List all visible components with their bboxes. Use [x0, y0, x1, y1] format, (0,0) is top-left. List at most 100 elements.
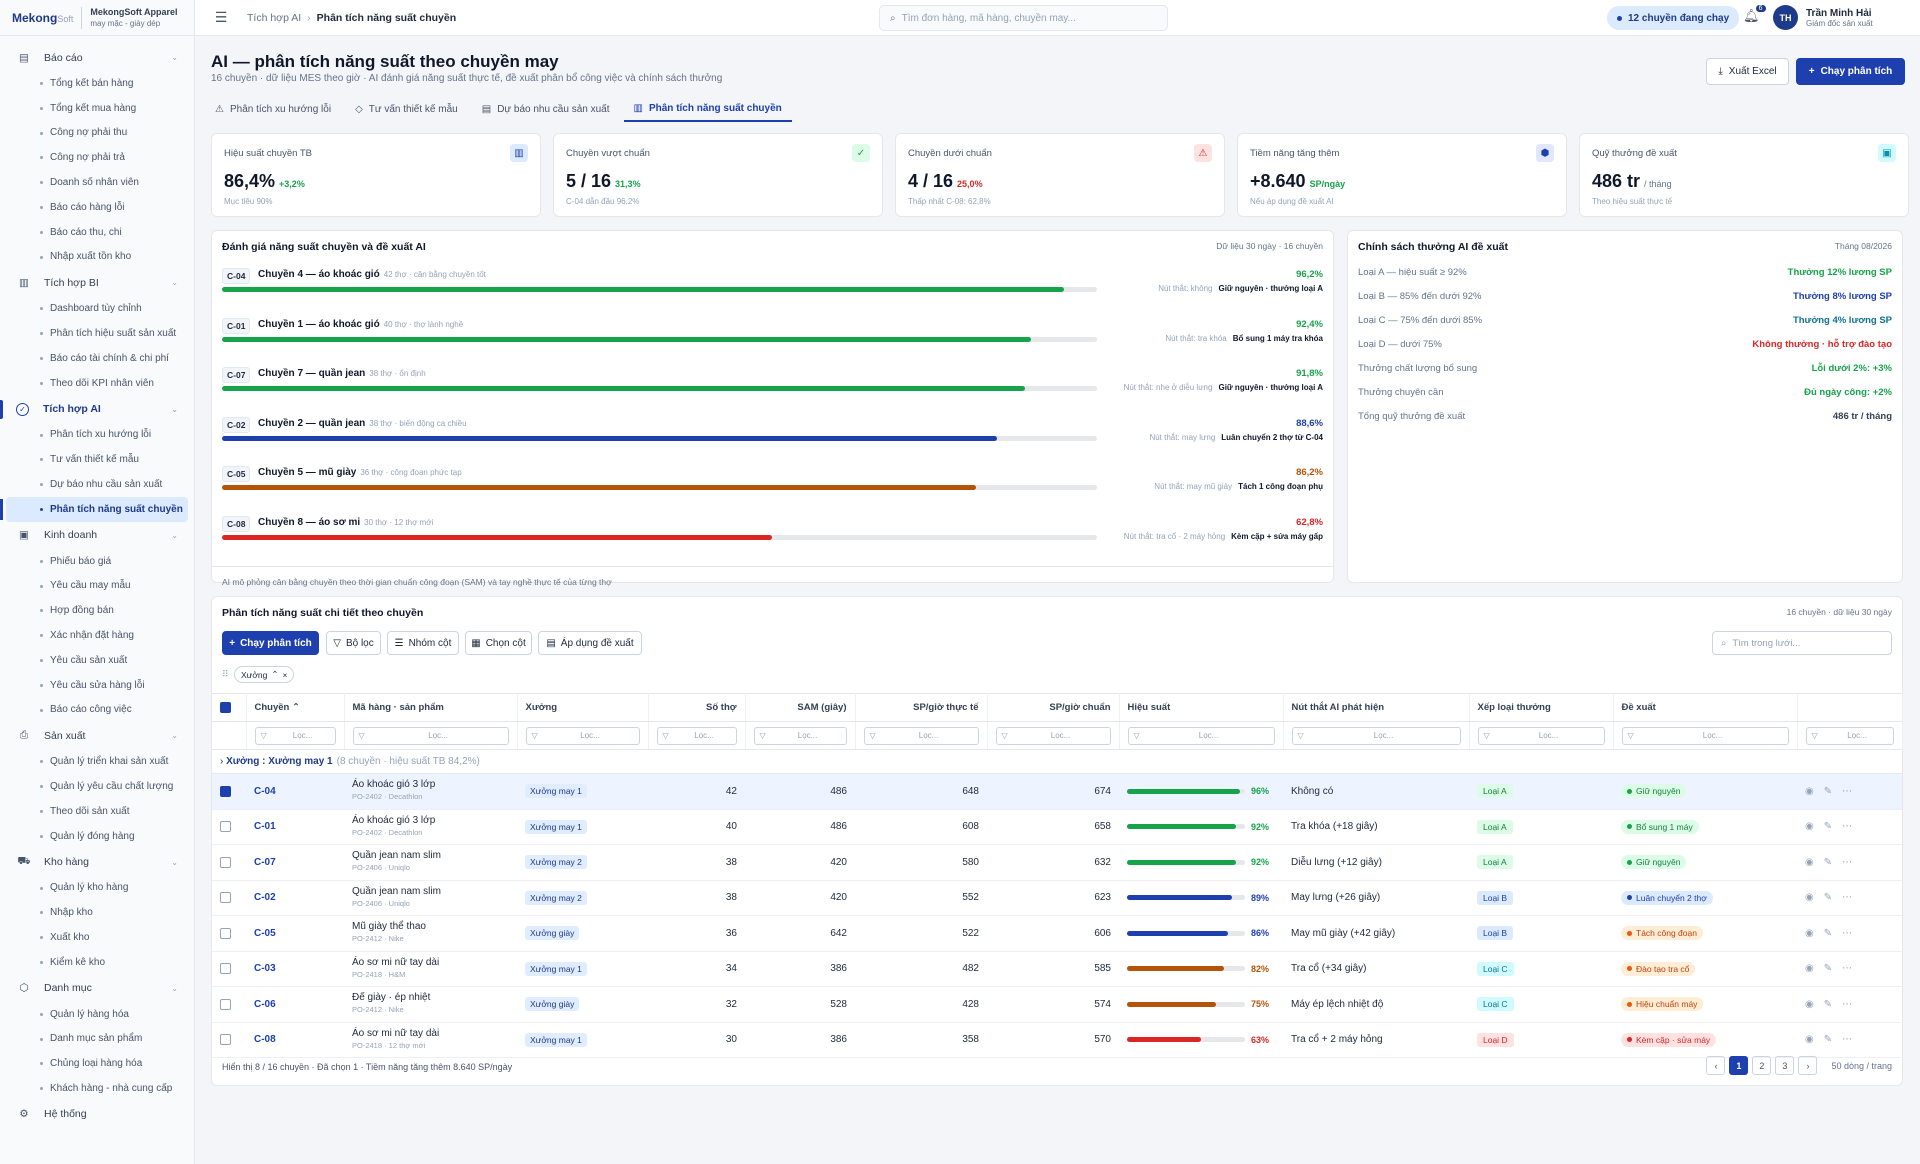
sidebar-item[interactable]: Công nợ phải thu	[0, 121, 194, 146]
sidebar-item[interactable]: Dự báo nhu cầu sản xuất	[0, 472, 194, 497]
edit-icon[interactable]: ✎	[1823, 785, 1833, 797]
edit-icon[interactable]: ✎	[1823, 927, 1833, 939]
filter-input[interactable]: ▽ Lọc...	[1621, 726, 1789, 745]
sidebar-item[interactable]: Báo cáo hàng lỗi	[0, 195, 194, 220]
table-row[interactable]: C-07 Quần jean nam slim PO-2406 · Uniqlo Xư…	[212, 844, 1902, 881]
choose-columns-button[interactable]: ▦ Chọn cột	[465, 631, 532, 655]
chevron-right-icon[interactable]: ›	[220, 756, 227, 767]
sidebar-item[interactable]: Chủng loại hàng hóa	[0, 1051, 194, 1076]
table-row[interactable]: C-08 Áo sơ mi nữ tay dài PO-2418 · 12 thợ …	[212, 1022, 1902, 1058]
more-icon[interactable]: ⋯	[1842, 892, 1853, 904]
column-header[interactable]: SP/giờ chuẩn	[987, 693, 1120, 722]
nav-group-6[interactable]: ⬡ Danh mục ⌄	[0, 975, 194, 1002]
grid-run-button[interactable]: + Chạy phân tích	[222, 631, 319, 655]
row-checkbox[interactable]	[212, 844, 246, 881]
filter-input[interactable]: ▽ Lọc...	[352, 726, 509, 745]
nav-system[interactable]: ⚙ Hệ thống	[0, 1101, 194, 1128]
more-icon[interactable]: ⋯	[1842, 963, 1853, 975]
tab-2[interactable]: ▤ Dự báo nhu cầu sản xuất	[472, 96, 620, 122]
line-code[interactable]: C-07	[254, 856, 276, 868]
running-lines-badge[interactable]: 12 chuyền đang chạy	[1607, 6, 1740, 30]
line-code[interactable]: C-03	[254, 963, 276, 975]
sidebar-item[interactable]: Phân tích hiệu suất sản xuất	[0, 321, 194, 346]
page-button[interactable]: 2	[1752, 1056, 1772, 1075]
nav-group-3[interactable]: ▣ Kinh doanh ⌄	[0, 522, 194, 549]
eye-icon[interactable]: ◉	[1805, 1034, 1814, 1046]
sidebar-item[interactable]: Tổng kết bán hàng	[0, 71, 194, 96]
apply-proposal-button[interactable]: ▤ Áp dụng đề xuất	[538, 631, 642, 655]
group-columns-button[interactable]: ☰ Nhóm cột	[387, 631, 459, 655]
close-icon[interactable]: ×	[282, 669, 288, 680]
edit-icon[interactable]: ✎	[1823, 892, 1833, 904]
nav-group-0[interactable]: ▤ Báo cáo ⌄	[0, 44, 194, 71]
grid-search-input[interactable]: ⌕ Tìm trong lưới...	[1712, 631, 1892, 655]
edit-icon[interactable]: ✎	[1823, 998, 1833, 1010]
nav-group-5[interactable]: ⛟ Kho hàng ⌄	[0, 849, 194, 876]
nav-group-4[interactable]: ⎙ Sản xuất ⌄	[0, 722, 194, 749]
sidebar-item[interactable]: Yêu cầu sản xuất	[0, 648, 194, 673]
sidebar-item[interactable]: Khách hàng - nhà cung cấp	[0, 1076, 194, 1101]
sidebar-item[interactable]: Kiểm kê kho	[0, 950, 194, 975]
column-header[interactable]: SP/giờ thực tế	[855, 693, 988, 722]
eye-icon[interactable]: ◉	[1805, 821, 1814, 833]
eye-icon[interactable]: ◉	[1805, 892, 1814, 904]
page-button[interactable]: 3	[1775, 1056, 1795, 1075]
more-icon[interactable]: ⋯	[1842, 821, 1853, 833]
sort-asc-icon[interactable]: ⌃	[271, 669, 279, 679]
global-search-input[interactable]: ⌕ Tìm đơn hàng, mã hàng, chuyền may...	[879, 5, 1168, 31]
table-row[interactable]: C-06 Đế giày · ép nhiệt PO-2412 · Nike Xưởn…	[212, 986, 1902, 1023]
line-code[interactable]: C-04	[254, 785, 276, 797]
line-cell[interactable]: C-04	[246, 773, 344, 810]
page-button[interactable]: 1	[1729, 1056, 1749, 1075]
tab-0[interactable]: ⚠ Phân tích xu hướng lỗi	[205, 96, 341, 122]
user-menu[interactable]: TH Trần Minh Hải Giám đốc sản xuất	[1773, 5, 1873, 30]
filter-input[interactable]: ▽ Lọc...	[753, 726, 847, 745]
line-code[interactable]: C-08	[254, 1034, 276, 1046]
more-icon[interactable]: ⋯	[1842, 856, 1853, 868]
sidebar-item[interactable]: Xuất kho	[0, 925, 194, 950]
prev-page-button[interactable]: ‹	[1706, 1056, 1726, 1075]
column-header[interactable]: SAM (giây)	[745, 693, 856, 722]
filter-input[interactable]: ▽ Lọc...	[1477, 726, 1605, 745]
page-size-select[interactable]: 50 dòng / trang	[1831, 1060, 1892, 1071]
sidebar-item[interactable]: Phân tích xu hướng lỗi	[0, 423, 194, 448]
sidebar-item[interactable]: Quản lý triển khai sản xuất	[0, 749, 194, 774]
sidebar-item[interactable]: Tổng kết mua hàng	[0, 96, 194, 121]
line-code[interactable]: C-01	[254, 821, 276, 833]
filter-input[interactable]: ▽ Lọc...	[1127, 726, 1275, 745]
select-all-checkbox[interactable]	[212, 693, 247, 722]
column-header[interactable]: Mã hàng · sản phẩm	[344, 693, 518, 722]
bell-icon[interactable]: 🔔︎ 6	[1743, 5, 1766, 24]
group-row[interactable]: › Xưởng : Xưởng may 1 (8 chuyền · hiệu su…	[212, 749, 1902, 774]
filter-input[interactable]: ▽ Lọc...	[656, 726, 737, 745]
tab-3[interactable]: ▥ Phân tích năng suất chuyền	[623, 96, 792, 122]
filter-input[interactable]: ▽ Lọc...	[1291, 726, 1461, 745]
sidebar-item[interactable]: Theo dõi sản xuất	[0, 799, 194, 824]
sidebar-item[interactable]: Phiếu báo giá	[0, 549, 194, 574]
table-row[interactable]: C-03 Áo sơ mi nữ tay dài PO-2418 · H&M Xưởn…	[212, 951, 1902, 987]
line-cell[interactable]: C-01	[246, 809, 344, 845]
breadcrumb-parent[interactable]: Tích hợp AI	[247, 11, 302, 24]
sidebar-item[interactable]: Danh mục sản phẩm	[0, 1027, 194, 1052]
sidebar-item[interactable]: Báo cáo thu, chi	[0, 220, 194, 245]
column-header[interactable]: Chuyền ⌃	[246, 693, 345, 722]
sidebar-item[interactable]: Tư vấn thiết kế mẫu	[0, 447, 194, 472]
row-checkbox[interactable]	[212, 880, 246, 916]
table-row[interactable]: C-04 Áo khoác gió 3 lớp PO-2402 · Decathlo…	[212, 773, 1902, 810]
row-checkbox[interactable]	[212, 986, 246, 1023]
line-cell[interactable]: C-07	[246, 844, 344, 881]
sidebar-item[interactable]: Dashboard tùy chỉnh	[0, 296, 194, 321]
filter-input[interactable]: ▽ Lọc...	[863, 726, 979, 745]
eye-icon[interactable]: ◉	[1805, 963, 1814, 975]
nav-group-1[interactable]: ▥ Tích hợp BI ⌄	[0, 269, 194, 296]
line-code[interactable]: C-05	[254, 927, 276, 939]
hamburger-icon[interactable]: ☰	[214, 9, 228, 25]
sidebar-item[interactable]: Báo cáo công việc	[0, 698, 194, 723]
sidebar-item[interactable]: Báo cáo tài chính & chi phí	[0, 346, 194, 371]
sort-asc-icon[interactable]: ⌃	[289, 702, 300, 713]
column-header[interactable]: Nút thắt AI phát hiện	[1283, 693, 1470, 722]
column-header[interactable]: Đề xuất	[1613, 693, 1798, 722]
more-icon[interactable]: ⋯	[1842, 1034, 1853, 1046]
table-row[interactable]: C-02 Quần jean nam slim PO-2406 · Uniqlo Xư…	[212, 880, 1902, 916]
line-cell[interactable]: C-03	[246, 951, 344, 987]
